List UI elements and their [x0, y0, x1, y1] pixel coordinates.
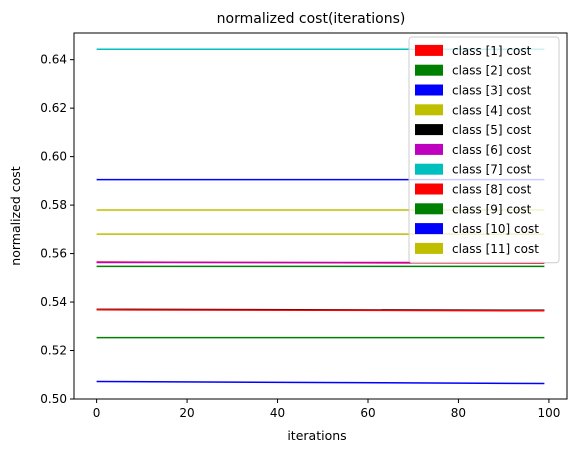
legend-swatch-1: [415, 44, 443, 56]
legend-label-6: class [6] cost: [452, 143, 532, 157]
legend-swatch-11: [415, 242, 443, 254]
y-axis-label: normalized cost: [8, 166, 23, 265]
legend-label-5: class [5] cost: [452, 123, 532, 137]
y-tick-label: 0.64: [40, 53, 67, 67]
x-tick-label: 80: [451, 406, 466, 420]
legend-swatch-5: [415, 124, 443, 136]
legend-label-11: class [11] cost: [452, 242, 539, 256]
legend-label-2: class [2] cost: [452, 64, 532, 78]
legend: class [1] cost class [2] cost class [3] co…: [408, 36, 560, 264]
legend-label-10: class [10] cost: [452, 222, 539, 236]
y-tick-label: 0.62: [40, 101, 67, 115]
legend-label-4: class [4] cost: [452, 103, 532, 117]
x-tick-label: 60: [360, 406, 375, 420]
x-tick-label: 0: [93, 406, 101, 420]
legend-label-3: class [3] cost: [452, 84, 532, 98]
legend-swatch-3: [415, 84, 443, 96]
series-line-3: [96, 380, 545, 385]
x-axis-label: iterations: [287, 428, 346, 443]
x-tick-label: 20: [179, 406, 194, 420]
legend-label-1: class [1] cost: [452, 44, 532, 58]
y-tick-label: 0.52: [40, 344, 67, 358]
y-tick-label: 0.58: [40, 198, 67, 212]
legend-label-9: class [9] cost: [452, 202, 532, 216]
legend-swatch-10: [415, 223, 443, 235]
y-tick-label: 0.60: [40, 150, 67, 164]
legend-swatch-4: [415, 104, 443, 116]
x-axis-ticks: 0 20 40 60 80 100: [93, 399, 560, 420]
x-tick-label: 100: [537, 406, 560, 420]
legend-swatch-8: [415, 183, 443, 195]
legend-label-7: class [7] cost: [452, 163, 532, 177]
y-tick-label: 0.54: [40, 295, 67, 309]
series-line-8: [96, 309, 545, 312]
y-tick-label: 0.50: [40, 392, 67, 406]
chart-title: normalized cost(iterations): [217, 11, 406, 27]
legend-swatch-2: [415, 64, 443, 76]
legend-swatch-7: [415, 163, 443, 175]
legend-swatch-9: [415, 203, 443, 215]
x-tick-label: 40: [270, 406, 285, 420]
legend-swatch-6: [415, 143, 443, 155]
y-tick-label: 0.56: [40, 247, 67, 261]
y-axis-ticks: 0.50 0.52 0.54 0.56 0.58 0.60 0.62 0.64: [40, 53, 74, 406]
legend-label-8: class [8] cost: [452, 183, 532, 197]
legend-box: [408, 36, 560, 264]
plot-frame: [73, 32, 568, 400]
